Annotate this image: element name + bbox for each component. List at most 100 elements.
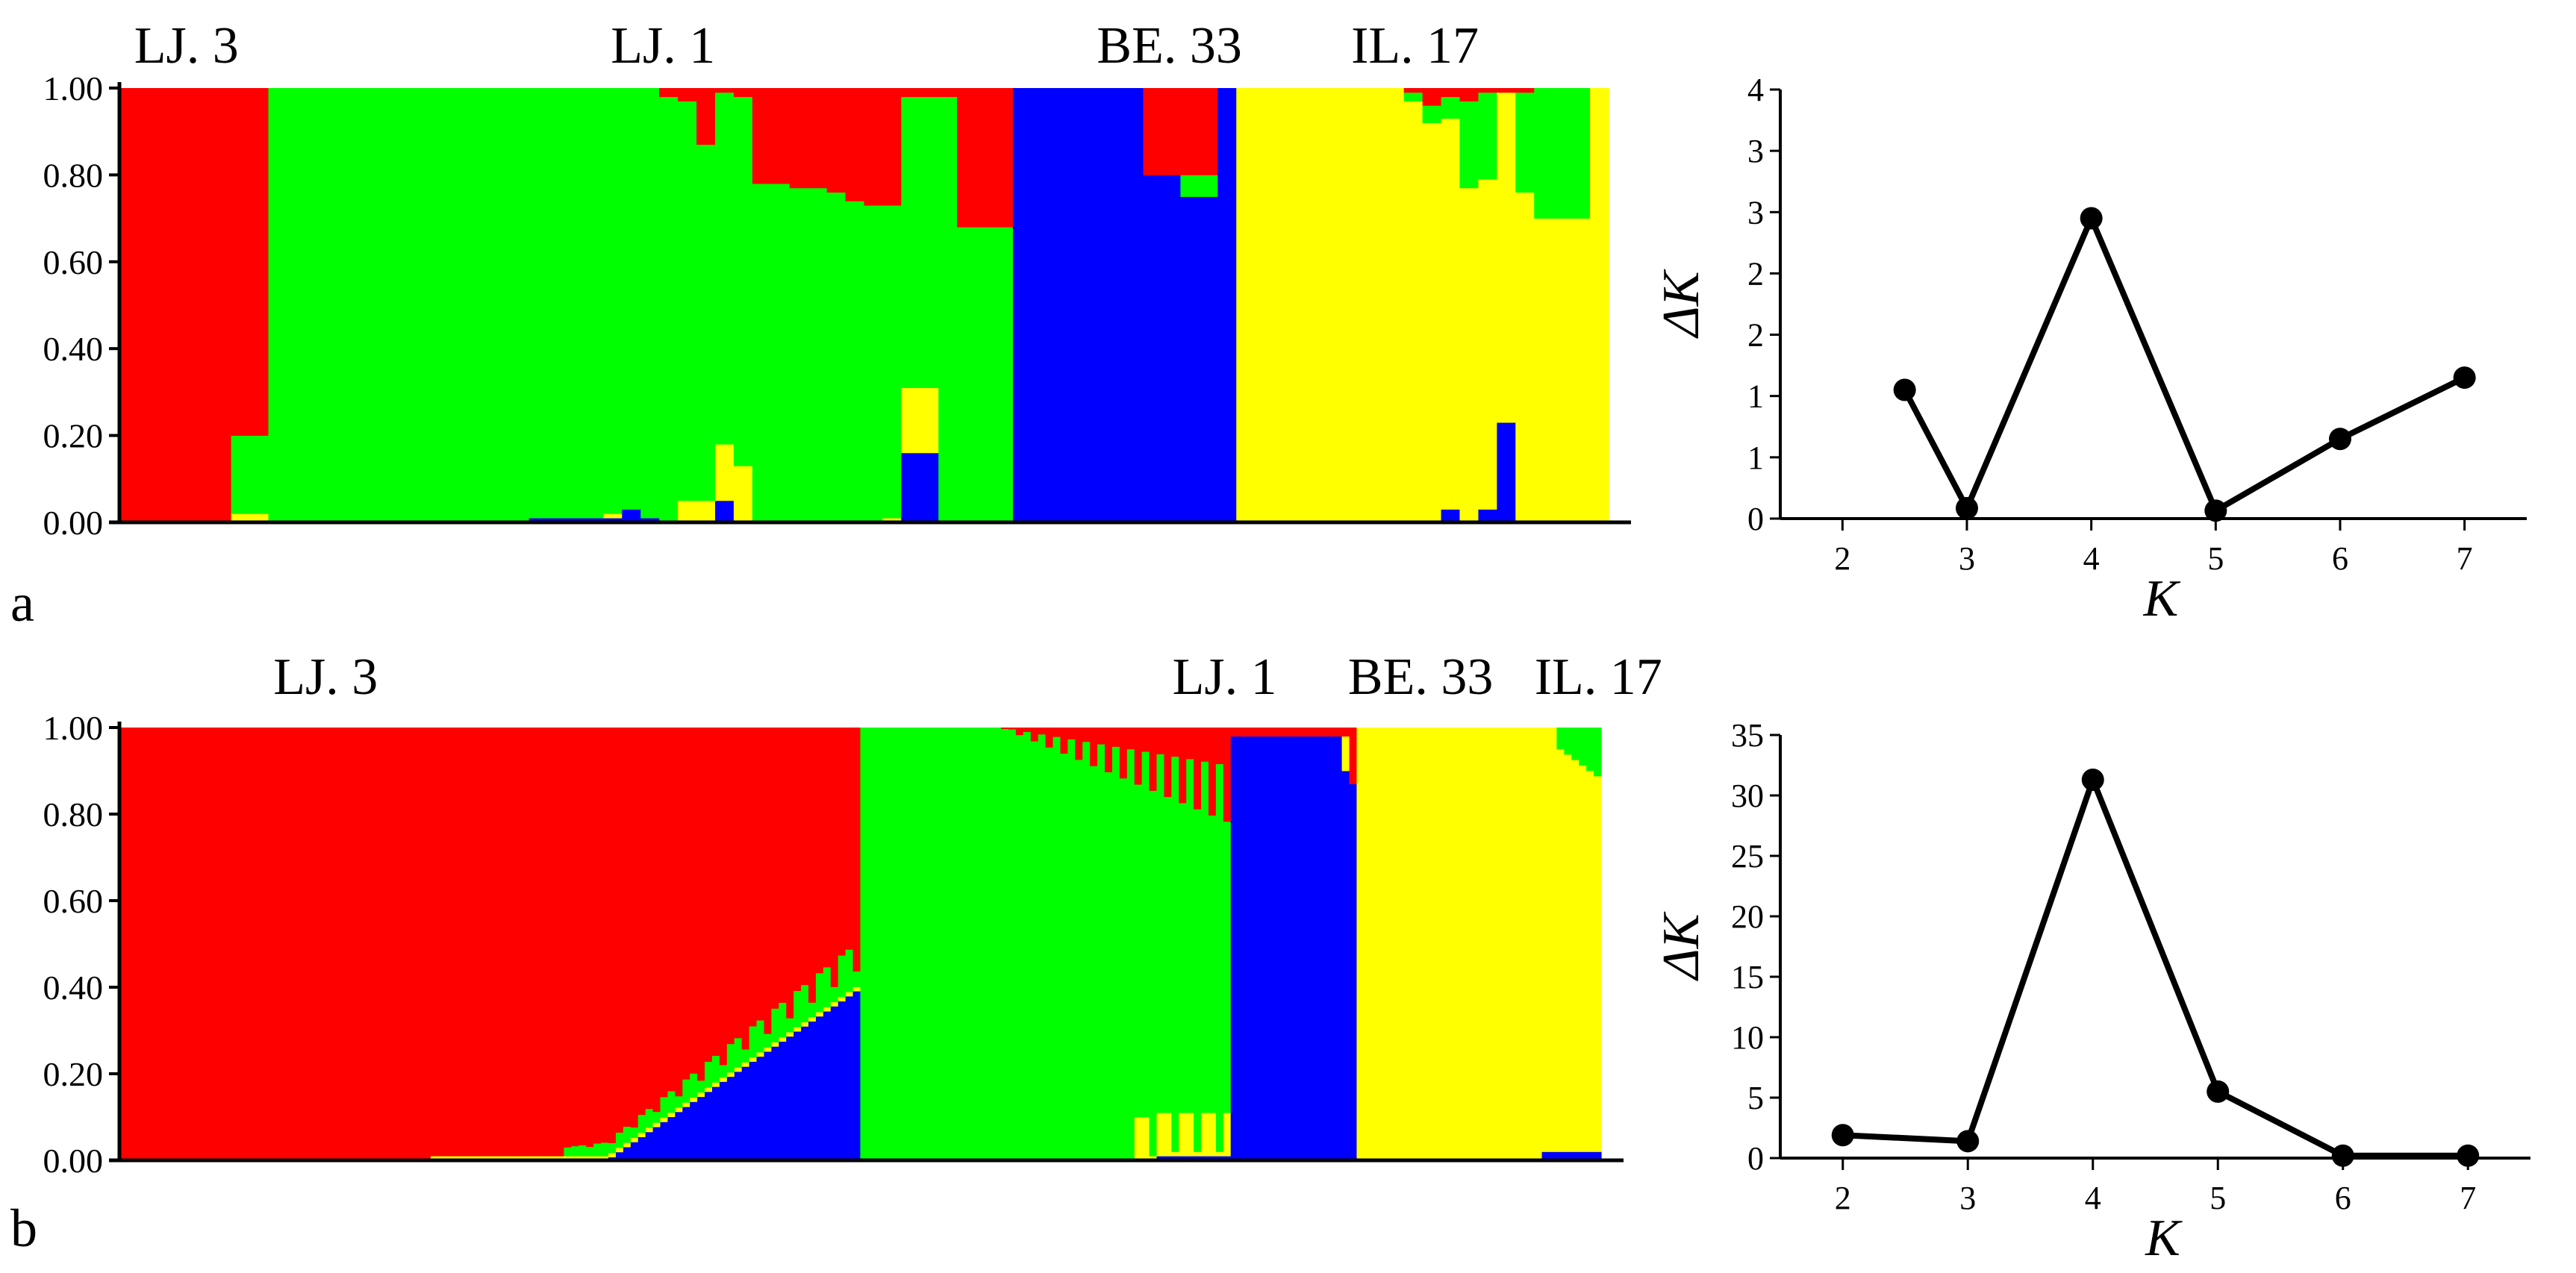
bar-segment (343, 88, 362, 523)
data-point (2207, 1080, 2230, 1103)
bar-segment (786, 1032, 794, 1037)
delta-k-line (1902, 215, 2466, 514)
bar-segment (1186, 1113, 1194, 1157)
bar-segment (911, 728, 920, 1161)
y-axis-label: ΔK (1653, 911, 1710, 981)
bar-segment (267, 728, 276, 1161)
bar-segment (1579, 1151, 1587, 1161)
delta-k-plot-b: 2 3 4 5 6 7 0 5 10 15 20 25 30 35 K ΔK (1653, 717, 2530, 1267)
bar-segment (815, 728, 824, 974)
bar-segment (808, 1021, 817, 1161)
bar-segment (1571, 728, 1579, 760)
bar-segment (764, 728, 772, 1034)
bar-segment (860, 728, 869, 1161)
y-tick-label: 0.60 (43, 882, 104, 920)
bar-segment (926, 728, 935, 1161)
bar-segment (437, 1156, 446, 1161)
bar-segment (640, 518, 660, 523)
bar-segment (1541, 1151, 1550, 1161)
population-label: LJ. 3 (134, 17, 239, 75)
bar-segment (764, 1033, 772, 1048)
bar-segment (1134, 1117, 1143, 1161)
bar-segment (467, 728, 475, 1157)
bar-segment (1371, 728, 1379, 1161)
bar-segment (1290, 736, 1298, 1161)
bar-segment (1015, 734, 1024, 1161)
bar-segment (163, 728, 172, 1161)
bar-segment (815, 1016, 824, 1161)
bar-segment (852, 971, 861, 987)
bar-segment (1180, 175, 1200, 197)
bar-segment (864, 205, 884, 523)
bar-segment (371, 728, 379, 1161)
bar-segment (696, 500, 716, 523)
bar-segment (660, 1117, 669, 1122)
bar-segment (726, 1043, 735, 1073)
bar-segment (1441, 96, 1461, 119)
bar-segment (808, 1002, 817, 1018)
bar-segment (1097, 728, 1105, 745)
bar-segment (808, 88, 828, 189)
bar-segment (786, 728, 794, 1019)
bar-segment (1515, 92, 1535, 193)
bar-segment (756, 1052, 765, 1057)
bar-segment (615, 1151, 624, 1161)
bar-segment (1149, 1156, 1158, 1161)
bar-segment (956, 728, 965, 1161)
bar-segment (1008, 728, 1017, 730)
delta-k-line (1842, 776, 2469, 1159)
bar-segment (534, 1156, 543, 1161)
bar-segment (566, 88, 586, 519)
bar-segment (534, 728, 543, 1157)
bar-segment (682, 1079, 690, 1103)
bar-segment (1201, 761, 1209, 1113)
bar-segment (808, 187, 828, 523)
bar-segment (845, 728, 854, 950)
bar-segment (1515, 88, 1535, 93)
panel-label-a: a (10, 573, 34, 633)
bar-segment (1571, 88, 1591, 219)
bar-segment (364, 728, 372, 1161)
y-tick-label: 0 (1747, 1140, 1764, 1177)
bar-segment (1379, 728, 1387, 1161)
bar-segment (1008, 729, 1017, 1161)
bar-segment (1171, 756, 1179, 1152)
bar-segment (678, 500, 697, 523)
bar-segment (615, 728, 624, 1133)
population-label: IL. 17 (1351, 17, 1479, 75)
bar-segment (1199, 196, 1218, 523)
data-point (2080, 207, 2103, 230)
bar-segment (823, 1011, 832, 1161)
bar-segment (696, 88, 716, 146)
bar-segment (808, 1016, 817, 1022)
y-tick-label: 0.20 (43, 1055, 104, 1093)
y-tick-label: 1 (1747, 378, 1764, 415)
bar-segment (1164, 1156, 1172, 1161)
bar-segment (949, 728, 958, 1161)
bar-segment (1180, 88, 1200, 175)
bar-segment (571, 728, 579, 1147)
bar-segment (675, 1107, 683, 1113)
bar-segment (793, 990, 802, 1028)
bar-segment (667, 1116, 676, 1161)
bar-segment (1408, 728, 1417, 1161)
bar-segment (519, 1156, 528, 1161)
bar-segment (1341, 736, 1350, 772)
bar-segment (1549, 1151, 1558, 1161)
bar-segment (637, 1114, 646, 1133)
bar-segment (1478, 88, 1497, 93)
bar-segment (134, 728, 143, 1161)
bar-segment (460, 728, 469, 1157)
bar-segment (1156, 1156, 1165, 1161)
bar-segment (608, 1142, 617, 1154)
bar-segment (1478, 179, 1497, 510)
bar-segment (659, 88, 679, 98)
bar-segment (1199, 175, 1218, 197)
bar-segment (1366, 88, 1386, 523)
bar-segment (1223, 1156, 1232, 1161)
data-point (1956, 497, 1978, 520)
bar-segment (682, 1107, 690, 1161)
bar-segment (1305, 728, 1313, 736)
bar-segment (756, 1056, 765, 1161)
x-tick-label: 2 (1834, 540, 1850, 577)
